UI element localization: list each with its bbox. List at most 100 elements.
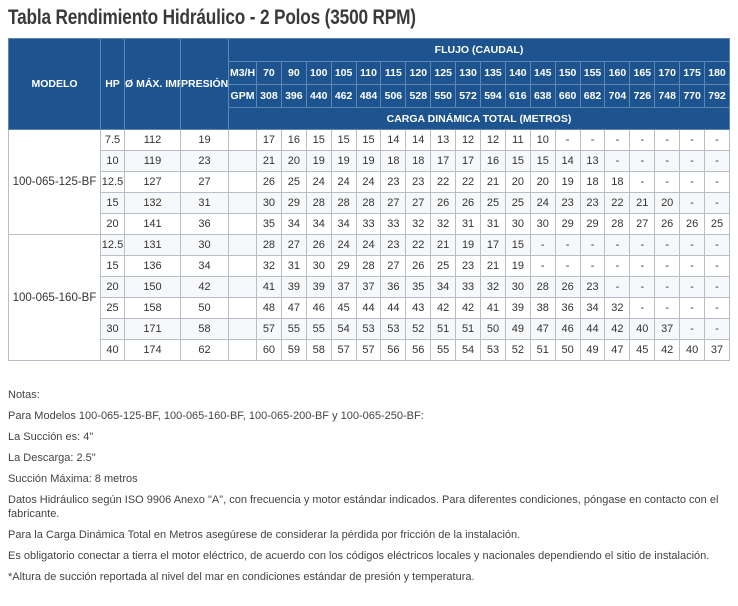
spacer-cell xyxy=(228,297,257,319)
head-value-cell: 17 xyxy=(455,150,482,172)
header-gpm-value: 440 xyxy=(305,84,332,108)
head-value-cell: 34 xyxy=(430,276,457,298)
head-value-cell: 15 xyxy=(330,129,357,151)
header-m3h-value: 120 xyxy=(405,61,432,85)
head-value-cell: 22 xyxy=(405,234,432,256)
head-value-cell: 26 xyxy=(256,171,282,193)
table-row: 10 119 23 21 20 19 19 19 18 18 17 17 16 15 15 14 13- - - - - xyxy=(9,150,730,172)
hp-cell: 10 xyxy=(100,150,125,172)
header-m3h-value: 130 xyxy=(455,61,482,85)
impeller-cell: 158 xyxy=(124,297,181,319)
head-value-cell: 44 xyxy=(579,318,606,340)
impeller-cell: 119 xyxy=(124,150,181,172)
hp-cell: 20 xyxy=(100,276,125,298)
head-value-cell: 35 xyxy=(256,213,282,235)
note-discharge: La Descarga: 2.5" xyxy=(8,452,96,464)
head-value-cell: - xyxy=(629,234,656,256)
head-value-cell: 21 xyxy=(430,234,457,256)
head-value-cell: 48 xyxy=(256,297,282,319)
head-value-cell: 30 xyxy=(305,255,332,277)
head-value-cell: - xyxy=(679,276,706,298)
head-value-cell: 45 xyxy=(629,339,656,361)
head-value-cell: - xyxy=(704,255,730,277)
head-value-cell: 37 xyxy=(654,318,681,340)
head-value-cell: 49 xyxy=(504,318,531,340)
head-value-cell: 41 xyxy=(256,276,282,298)
head-value-cell: 28 xyxy=(256,234,282,256)
head-value-cell: 21 xyxy=(480,171,506,193)
head-value-cell: - xyxy=(704,297,730,319)
head-value-cell: - xyxy=(654,171,681,193)
head-value-cell: 12 xyxy=(480,129,506,151)
header-m3h-value: 170 xyxy=(654,61,681,85)
head-value-cell: 59 xyxy=(280,339,307,361)
head-value-cell: - xyxy=(629,171,656,193)
head-value-cell: 54 xyxy=(455,339,482,361)
head-value-cell: 36 xyxy=(380,276,407,298)
head-value-cell: 25 xyxy=(504,192,531,214)
head-value-cell: - xyxy=(679,318,706,340)
head-value-cell: - xyxy=(704,129,730,151)
head-value-cell: 25 xyxy=(280,171,307,193)
head-value-cell: - xyxy=(679,192,706,214)
head-value-cell: 19 xyxy=(504,255,531,277)
head-value-cell: 58 xyxy=(305,339,332,361)
head-value-cell: 34 xyxy=(330,213,357,235)
head-value-cell: 14 xyxy=(380,129,407,151)
head-value-cell: 16 xyxy=(480,150,506,172)
head-value-cell: 55 xyxy=(305,318,332,340)
head-value-cell: 22 xyxy=(604,192,631,214)
head-value-cell: 15 xyxy=(305,129,332,151)
head-value-cell: 28 xyxy=(529,276,556,298)
head-value-cell: - xyxy=(654,255,681,277)
shutoff-cell: 42 xyxy=(180,276,229,298)
head-value-cell: 37 xyxy=(330,276,357,298)
head-value-cell: 22 xyxy=(455,171,482,193)
head-value-cell: 31 xyxy=(280,255,307,277)
shutoff-cell: 34 xyxy=(180,255,229,277)
head-value-cell: 34 xyxy=(579,297,606,319)
head-value-cell: 55 xyxy=(430,339,457,361)
head-value-cell: - xyxy=(654,276,681,298)
head-value-cell: 19 xyxy=(455,234,482,256)
header-m3h-value: 100 xyxy=(305,61,332,85)
head-value-cell: - xyxy=(604,234,631,256)
impeller-cell: 150 xyxy=(124,276,181,298)
head-value-cell: 23 xyxy=(455,255,482,277)
head-value-cell: - xyxy=(679,129,706,151)
head-value-cell: 11 xyxy=(504,129,531,151)
head-value-cell: 26 xyxy=(654,213,681,235)
header-gpm-value: 704 xyxy=(604,84,631,108)
head-value-cell: 32 xyxy=(480,276,506,298)
head-value-cell: 41 xyxy=(480,297,506,319)
head-value-cell: 30 xyxy=(529,213,556,235)
head-value-cell: 21 xyxy=(256,150,282,172)
head-value-cell: 18 xyxy=(405,150,432,172)
head-value-cell: 28 xyxy=(330,192,357,214)
head-value-cell: 34 xyxy=(305,213,332,235)
head-value-cell: 14 xyxy=(554,150,581,172)
head-value-cell: 56 xyxy=(405,339,432,361)
note-max-suction: Succión Máxima: 8 metros xyxy=(8,473,138,485)
note-models: Para Modelos 100-065-125-BF, 100-065-160… xyxy=(8,410,424,422)
head-value-cell: - xyxy=(629,276,656,298)
head-value-cell: 50 xyxy=(480,318,506,340)
table-row: 100-065-160-BF 12.5 131 30 28 27 26 24 24 23 22 21 1… xyxy=(8,234,730,361)
head-value-cell: 32 xyxy=(430,213,457,235)
head-value-cell: - xyxy=(704,171,730,193)
impeller-cell: 132 xyxy=(124,192,181,214)
head-value-cell: 52 xyxy=(405,318,432,340)
header-gpm-value: 462 xyxy=(330,84,357,108)
head-value-cell: 23 xyxy=(554,192,581,214)
hp-cell: 20 xyxy=(100,213,125,235)
head-value-cell: 30 xyxy=(504,213,531,235)
hp-cell: 15 xyxy=(100,255,125,277)
shutoff-cell: 19 xyxy=(180,129,229,151)
head-value-cell: 28 xyxy=(355,255,382,277)
table-header: MODELO HP Ø MÁX. IMPULSOR (MM) PRESIÓN C… xyxy=(8,38,730,130)
head-value-cell: 33 xyxy=(455,276,482,298)
head-value-cell: - xyxy=(704,234,730,256)
header-gpm-value: 726 xyxy=(629,84,656,108)
head-value-cell: - xyxy=(654,297,681,319)
note-friction: Para la Carga Dinámica Total en Metros a… xyxy=(8,529,521,541)
